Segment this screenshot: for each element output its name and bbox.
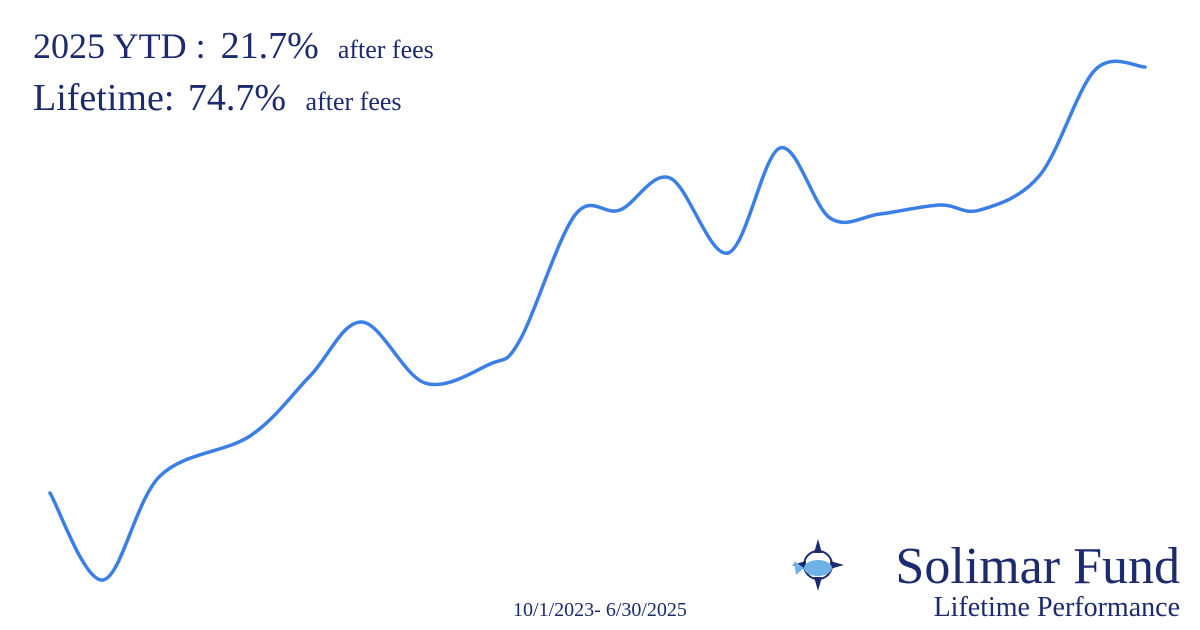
headline-line-1: 2025 YTD : 21.7% after fees: [33, 25, 434, 67]
logo-fish: [804, 560, 832, 576]
logo-fish-tail: [794, 561, 804, 575]
lifetime-value: 74.7%: [188, 77, 286, 119]
ytd-value: 21.7%: [221, 25, 319, 67]
lifetime-note: after fees: [306, 87, 402, 116]
brand-name: Solimar Fund: [895, 538, 1180, 595]
lifetime-label: Lifetime:: [33, 77, 174, 119]
brand-subtitle: Lifetime Performance: [934, 592, 1180, 623]
ytd-label: 2025 YTD :: [33, 26, 206, 66]
ytd-note: after fees: [338, 35, 434, 64]
logo-icon: [792, 539, 844, 591]
headline-line-2: Lifetime: 74.7% after fees: [33, 77, 402, 119]
period: 10/1/2023- 6/30/2025: [513, 599, 687, 621]
logo-points: [792, 539, 844, 591]
performance-curve: [48, 59, 1147, 582]
